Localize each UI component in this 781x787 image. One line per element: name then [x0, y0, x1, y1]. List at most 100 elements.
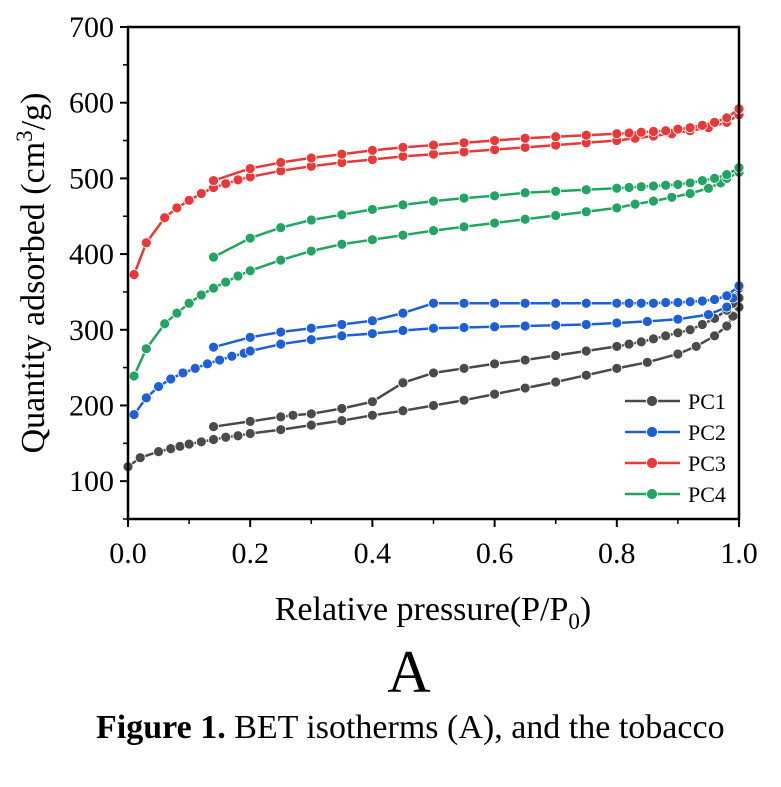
pc1-desorption-point	[660, 330, 672, 342]
pc2-desorption-point	[519, 297, 531, 309]
pc1-desorption-point	[635, 336, 647, 348]
pc1-desorption-point	[428, 367, 439, 379]
y-tick-label: 700	[69, 11, 114, 44]
pc4-adsorption-point	[183, 297, 195, 309]
pc3-adsorption-point	[428, 148, 439, 160]
pc1-adsorption-point	[611, 362, 623, 374]
pc1-adsorption-point	[519, 382, 531, 394]
x-tick-label: 0.8	[598, 537, 636, 570]
pc2-desorption-point	[709, 294, 720, 305]
pc4-desorption-point	[428, 195, 439, 207]
pc2-adsorption-point	[428, 322, 439, 334]
series-pc2	[128, 280, 745, 420]
pc2-adsorption-point	[397, 325, 409, 336]
pc1-desorption-point	[580, 345, 592, 357]
pc4-desorption-point	[611, 182, 623, 194]
pc2-desorption-point	[336, 319, 348, 330]
pc4-desorption-point	[519, 187, 531, 199]
pc2-adsorption-point	[140, 392, 152, 404]
pc3-adsorption-point	[366, 154, 378, 165]
pc4-desorption-point	[397, 199, 409, 211]
pc3-adsorption-point	[489, 144, 501, 156]
pc4-adsorption-point	[171, 307, 183, 319]
pc2-adsorption-point	[703, 309, 714, 321]
pc2-adsorption-point	[580, 319, 592, 330]
pc1-adsorption-point	[174, 440, 186, 452]
pc1-adsorption-point	[165, 443, 177, 455]
pc4-desorption-point	[672, 179, 684, 190]
pc3-desorption-point	[336, 148, 348, 160]
pc2-adsorption-point	[550, 319, 562, 331]
pc4-adsorption-point	[366, 234, 378, 246]
pc2-adsorption-point	[366, 328, 378, 339]
pc4-adsorption-point	[244, 265, 256, 277]
pc4-adsorption-point	[336, 238, 348, 250]
pc3-desorption-point	[648, 126, 659, 137]
pc3-adsorption-point	[397, 151, 409, 162]
pc2-adsorption-point	[611, 317, 623, 329]
pc2-desorption-point	[696, 295, 708, 307]
pc1-adsorption-point	[208, 434, 219, 445]
pc1-adsorption-point	[336, 415, 348, 427]
pc3-desorption-point	[721, 112, 733, 124]
pc3-adsorption-point	[140, 237, 152, 249]
pc1-desorption-point	[684, 324, 696, 336]
pc3-adsorption-point	[159, 212, 171, 224]
pc4-adsorption-point	[232, 270, 244, 282]
x-tick-label: 0.0	[109, 537, 147, 570]
pc4-desorption-point	[696, 175, 708, 187]
series-pc1	[122, 292, 745, 473]
pc4-adsorption-point	[397, 229, 409, 241]
pc1-desorption-point	[623, 338, 635, 350]
pc2-desorption-point	[366, 315, 378, 327]
pc4-desorption-point	[580, 184, 592, 196]
legend-pc3-label: PC3	[688, 451, 726, 476]
pc1-adsorption-point	[641, 356, 653, 368]
pc4-adsorption-point	[428, 225, 439, 237]
pc2-desorption-point	[623, 297, 635, 309]
pc4-desorption-point	[275, 222, 287, 233]
pc3-desorption-point	[305, 152, 317, 164]
pc2-desorption-point	[580, 297, 592, 309]
pc4-adsorption-point	[611, 202, 623, 214]
pc4-adsorption-point	[489, 217, 501, 229]
pc2-adsorption-point	[489, 321, 501, 333]
pc3-desorption-point	[696, 120, 708, 131]
pc1-adsorption-point	[672, 348, 684, 360]
pc1-desorption-point	[672, 327, 684, 339]
pc2-desorption-point	[635, 297, 647, 309]
pc1-adsorption-point	[153, 446, 164, 458]
pc1-adsorption-point	[244, 428, 256, 439]
legend-pc4-label: PC4	[688, 482, 726, 507]
pc1-desorption-point	[397, 377, 409, 389]
x-tick-label: 1.0	[720, 537, 758, 570]
pc1-desorption-point	[550, 350, 562, 361]
pc2-desorption-point	[489, 297, 501, 309]
pc3-desorption-point	[519, 132, 531, 144]
y-tick-label: 600	[69, 87, 114, 120]
pc1-adsorption-point	[305, 419, 317, 431]
pc3-desorption-point	[366, 144, 378, 156]
y-axis-label-end: /g)	[15, 93, 52, 131]
pc4-adsorption-point	[648, 195, 659, 207]
pc4-adsorption-point	[195, 289, 207, 301]
pc4-desorption-point	[635, 181, 647, 193]
pc4-adsorption-point	[519, 213, 531, 225]
pc3-desorption-point	[684, 122, 696, 134]
x-axis-label-end: )	[580, 591, 591, 628]
pc2-adsorption-point	[641, 316, 653, 327]
pc4-adsorption-point	[275, 254, 287, 266]
x-tick-label: 0.6	[476, 537, 514, 570]
pc4-adsorption-point	[159, 318, 171, 330]
pc1-adsorption-point	[580, 369, 592, 381]
ticks-layer: 0.0 0.2 0.4 0.6 0.8 1.0 100 200 300 400 500 600 700	[69, 11, 758, 570]
pc4-adsorption-point	[305, 245, 317, 257]
pc2-adsorption-point	[153, 381, 164, 392]
pc3-desorption-point	[458, 137, 470, 149]
pc2-adsorption-point	[305, 334, 317, 346]
pc2-desorption-point	[684, 296, 696, 308]
series-pc3	[128, 103, 745, 280]
pc3-desorption-point	[623, 127, 635, 139]
pc1-adsorption-point	[428, 400, 439, 411]
pc2-desorption-point	[721, 290, 733, 302]
